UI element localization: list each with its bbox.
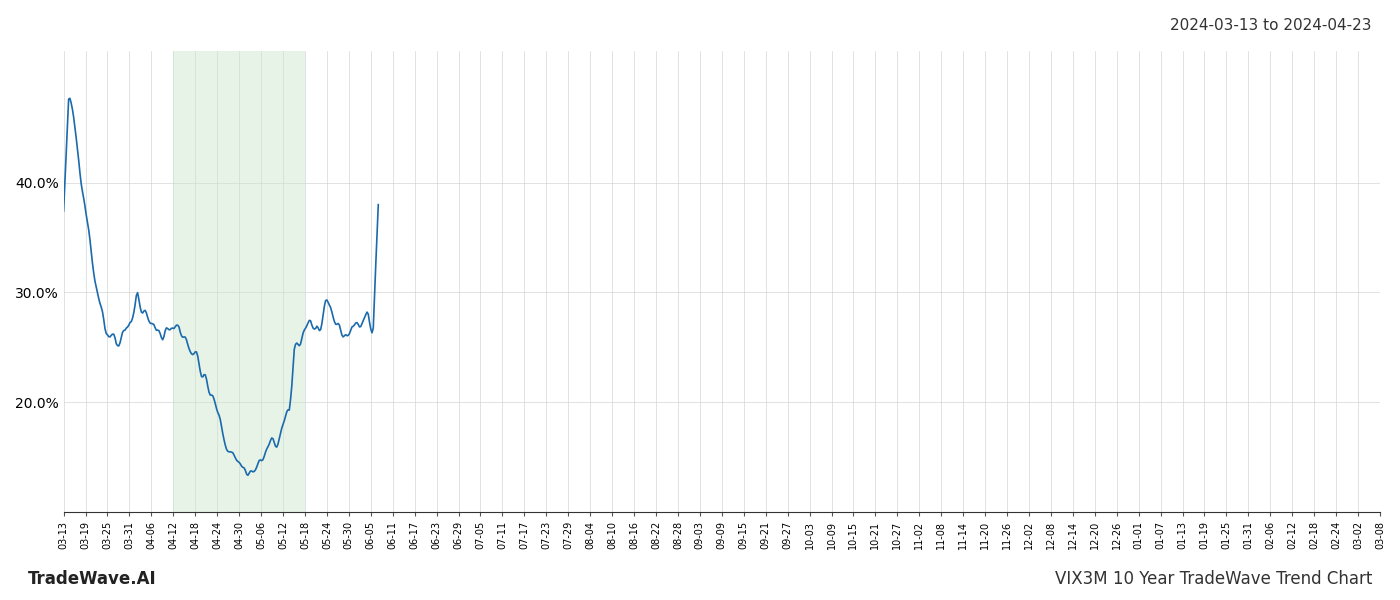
Bar bbox=[174, 51, 305, 512]
Text: 2024-03-13 to 2024-04-23: 2024-03-13 to 2024-04-23 bbox=[1170, 18, 1372, 33]
Text: VIX3M 10 Year TradeWave Trend Chart: VIX3M 10 Year TradeWave Trend Chart bbox=[1054, 570, 1372, 588]
Text: TradeWave.AI: TradeWave.AI bbox=[28, 570, 157, 588]
